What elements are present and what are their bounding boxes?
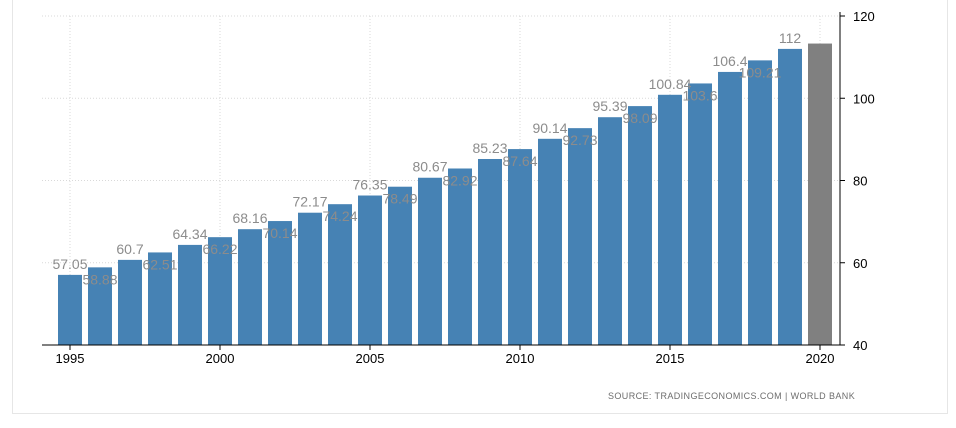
- bar-1995: [58, 274, 82, 345]
- y-tick-label-80: 80: [853, 174, 867, 189]
- value-label-2012: 92.73: [562, 132, 597, 148]
- value-label-2000: 66.22: [202, 241, 237, 257]
- bar-2012: [568, 128, 592, 345]
- bar-2004: [328, 204, 352, 345]
- bar-1997: [118, 259, 142, 345]
- value-label-2005: 76.35: [352, 177, 387, 193]
- value-label-2003: 72.17: [292, 194, 327, 210]
- x-tick-label-2010: 2010: [506, 351, 535, 366]
- value-label-1997: 60.7: [116, 241, 143, 257]
- bar-2016: [688, 83, 712, 345]
- value-label-2008: 82.92: [442, 172, 477, 188]
- bar-2014: [628, 106, 652, 345]
- bar-2003: [298, 212, 322, 345]
- y-tick-label-60: 60: [853, 256, 867, 271]
- bar-2018: [748, 60, 772, 346]
- bar-2001: [238, 229, 262, 345]
- x-tick-label-2005: 2005: [356, 351, 385, 366]
- value-label-1998: 62.51: [142, 256, 177, 272]
- y-tick-label-120: 120: [853, 9, 875, 24]
- bar-2002: [268, 221, 292, 345]
- x-tick-label-1995: 1995: [56, 351, 85, 366]
- value-label-1999: 64.34: [172, 226, 207, 242]
- value-label-2007: 80.67: [412, 159, 447, 175]
- value-label-2019: 112: [779, 30, 802, 46]
- x-tick-label-2015: 2015: [656, 351, 685, 366]
- value-label-2017: 106.4: [712, 53, 747, 69]
- bar-2011: [538, 138, 562, 345]
- bar-2010: [508, 149, 532, 345]
- y-tick-label-40: 40: [853, 338, 867, 353]
- value-label-2013: 95.39: [592, 98, 627, 114]
- bar-2009: [478, 158, 502, 345]
- bar-2020: [808, 43, 832, 346]
- bar-1998: [148, 252, 172, 345]
- value-label-2018: 109.21: [739, 64, 782, 80]
- value-label-1996: 58.88: [82, 271, 117, 287]
- value-label-2016: 103.6: [682, 87, 717, 103]
- value-label-2010: 87.64: [502, 153, 537, 169]
- bar-1999: [178, 244, 202, 345]
- value-label-2011: 90.14: [532, 120, 567, 136]
- x-axis: 1995 2000 2005 2010 2015 2020: [42, 344, 840, 366]
- source-note: SOURCE: TRADINGECONOMICS.COM | WORLD BAN…: [608, 391, 856, 401]
- value-label-2009: 85.23: [472, 140, 507, 156]
- value-label-2006: 78.49: [382, 191, 417, 207]
- x-tick-label-2020: 2020: [806, 351, 835, 366]
- bar-2008: [448, 168, 472, 345]
- y-tick-label-100: 100: [853, 91, 875, 106]
- bar-series: [58, 43, 832, 346]
- bar-2005: [358, 195, 382, 345]
- bar-1996: [88, 267, 112, 345]
- value-label-2015: 100.84: [649, 76, 692, 92]
- bar-2019: [778, 48, 802, 346]
- value-label-2001: 68.16: [232, 210, 267, 226]
- bar-2013: [598, 117, 622, 346]
- value-label-2014: 98.09: [622, 110, 657, 126]
- bar-2015: [658, 94, 682, 345]
- bar-2017: [718, 71, 742, 346]
- x-tick-label-2000: 2000: [206, 351, 235, 366]
- bar-2006: [388, 186, 412, 345]
- bar-2007: [418, 177, 442, 345]
- value-label-1995: 57.05: [52, 256, 87, 272]
- value-label-2004: 74.24: [322, 208, 357, 224]
- value-label-2002: 70.14: [262, 225, 297, 241]
- y-axis: 40 60 80 100 120: [839, 9, 875, 353]
- bar-2000: [208, 237, 232, 345]
